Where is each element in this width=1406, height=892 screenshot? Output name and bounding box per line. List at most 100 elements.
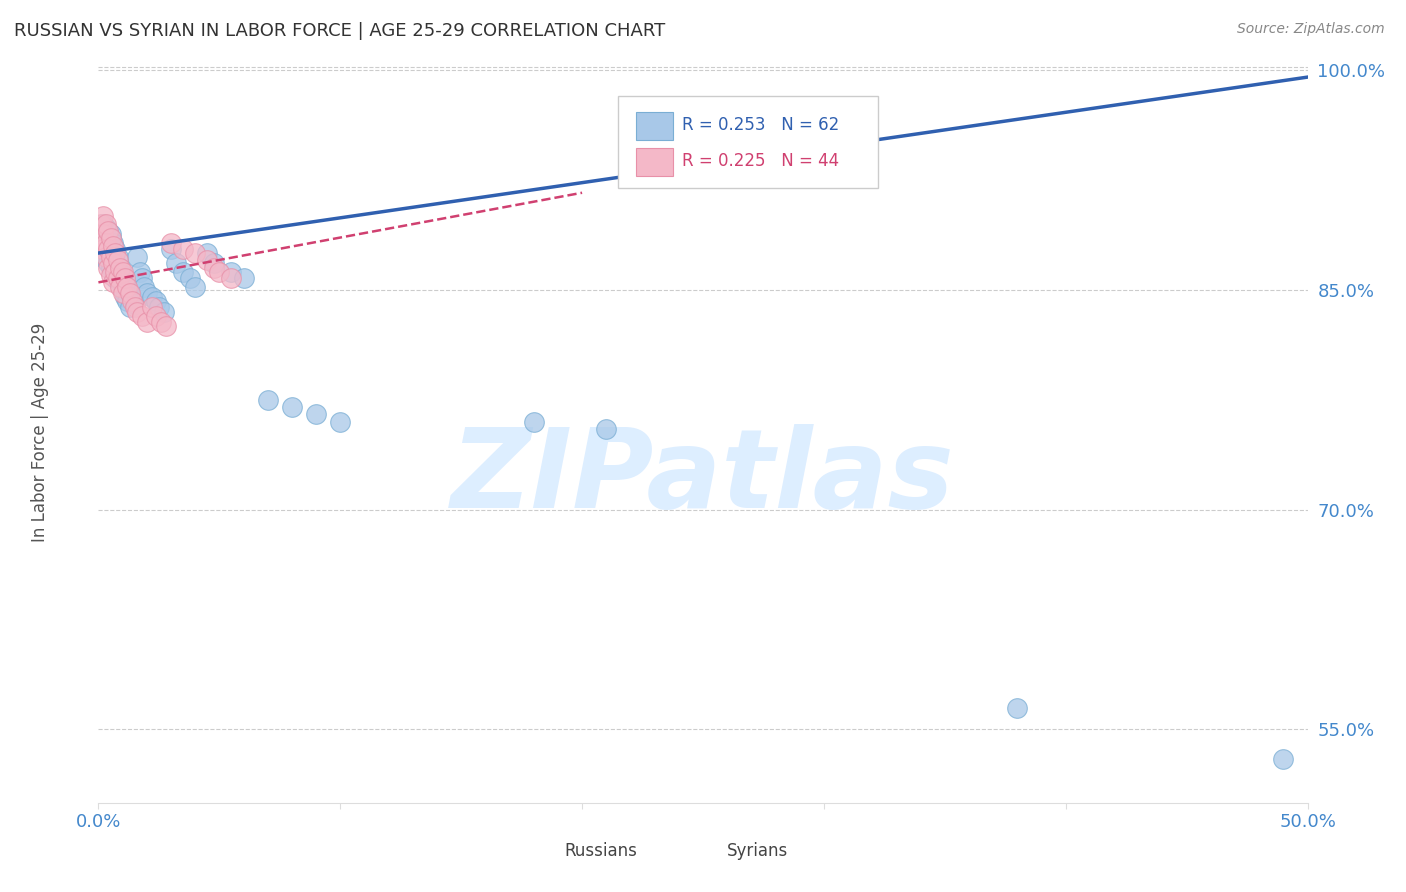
Point (131, 271, 153, 285)
Point (107, 251, 129, 265)
Point (94, 253, 117, 268)
Point (165, 256, 187, 270)
Point (124, 300, 146, 314)
Point (91, 210, 114, 224)
Point (121, 290, 143, 304)
Point (104, 265, 127, 279)
Point (107, 271, 129, 285)
Point (208, 265, 231, 279)
Point (104, 271, 127, 285)
Point (90, 227, 112, 241)
Point (111, 268, 134, 282)
Point (145, 309, 167, 323)
Point (91, 217, 114, 231)
Point (108, 260, 131, 275)
Point (114, 271, 136, 285)
Point (232, 271, 254, 285)
Point (124, 297, 146, 311)
Point (97, 224, 120, 238)
Point (118, 285, 141, 300)
Point (94, 221, 117, 235)
Point (91, 231, 114, 245)
Point (179, 271, 201, 285)
Point (108, 279, 131, 293)
Point (595, 422, 617, 436)
Text: ZIPatlas: ZIPatlas (451, 424, 955, 531)
Point (204, 256, 226, 270)
Point (108, 276, 131, 290)
Point (128, 265, 150, 279)
FancyBboxPatch shape (637, 147, 672, 176)
Point (141, 290, 163, 304)
Point (523, 415, 546, 429)
FancyBboxPatch shape (619, 95, 879, 188)
Point (127, 304, 149, 318)
Point (97, 260, 120, 275)
FancyBboxPatch shape (637, 112, 672, 140)
Point (97, 224, 120, 238)
Point (135, 285, 157, 300)
Point (141, 300, 163, 314)
Text: Syrians: Syrians (727, 842, 789, 860)
Text: Source: ZipAtlas.com: Source: ZipAtlas.com (1237, 22, 1385, 37)
Point (131, 309, 153, 323)
Point (1272, 752, 1295, 766)
Point (97, 256, 120, 270)
Point (281, 400, 304, 414)
Point (97, 242, 120, 256)
Point (155, 319, 177, 334)
Point (145, 294, 167, 309)
Point (94, 235, 117, 250)
Point (111, 283, 134, 297)
Point (108, 260, 131, 275)
Point (221, 271, 243, 285)
Point (184, 279, 207, 293)
Point (160, 235, 183, 250)
Point (114, 276, 136, 290)
Point (90, 242, 112, 256)
Point (127, 251, 149, 265)
Point (256, 392, 278, 407)
Point (90, 217, 112, 231)
Point (101, 238, 124, 252)
Point (118, 300, 141, 314)
Point (184, 246, 207, 260)
FancyBboxPatch shape (527, 838, 558, 862)
Text: RUSSIAN VS SYRIAN IN LABOR FORCE | AGE 25-29 CORRELATION CHART: RUSSIAN VS SYRIAN IN LABOR FORCE | AGE 2… (14, 22, 665, 40)
Point (100, 227, 122, 241)
FancyBboxPatch shape (690, 838, 721, 862)
Point (101, 265, 124, 279)
Point (104, 246, 127, 260)
Point (148, 300, 170, 314)
Point (195, 246, 218, 260)
Point (101, 256, 124, 270)
Point (97, 242, 120, 256)
Point (100, 231, 122, 245)
Point (104, 256, 127, 270)
Point (118, 285, 141, 300)
Point (135, 315, 157, 329)
Point (150, 315, 173, 329)
Point (91, 227, 114, 241)
Point (104, 242, 127, 256)
Point (172, 242, 194, 256)
Point (94, 251, 117, 265)
Point (100, 231, 122, 245)
Point (91, 242, 114, 256)
Point (111, 265, 134, 279)
Point (101, 235, 124, 250)
Point (94, 242, 117, 256)
Point (221, 265, 243, 279)
Text: R = 0.253   N = 62: R = 0.253 N = 62 (682, 116, 839, 135)
Point (91, 246, 114, 260)
Text: In Labor Force | Age 25-29: In Labor Force | Age 25-29 (31, 323, 49, 542)
Point (100, 260, 122, 275)
Point (94, 217, 117, 231)
Point (114, 290, 136, 304)
Point (160, 242, 183, 256)
Point (107, 253, 129, 268)
Point (172, 265, 194, 279)
Point (101, 251, 124, 265)
Text: Russians: Russians (564, 842, 637, 860)
Point (117, 279, 139, 293)
